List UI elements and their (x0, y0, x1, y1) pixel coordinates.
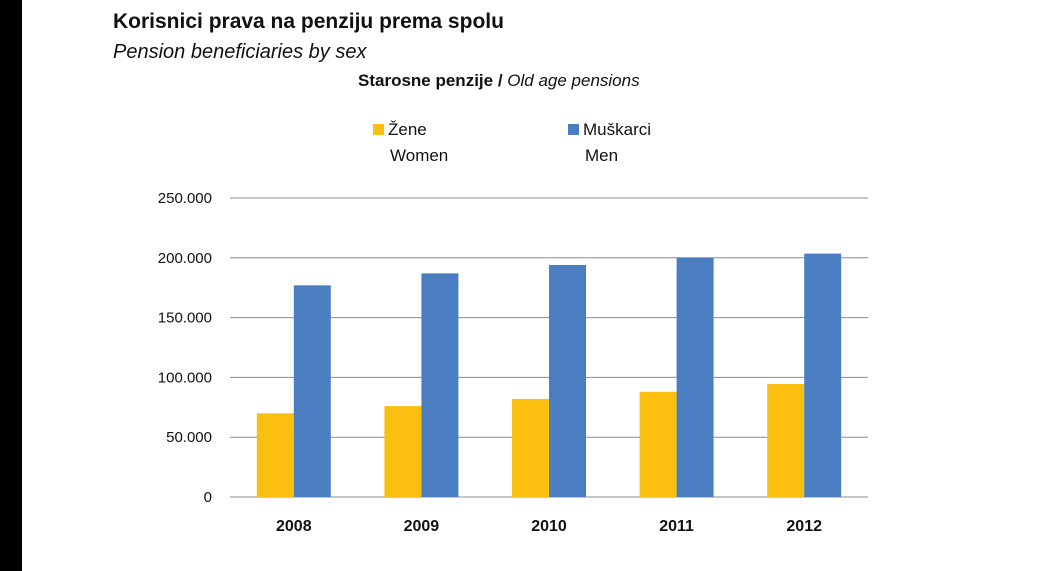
y-tick-label: 100.000 (158, 369, 212, 386)
legend-swatch-men (568, 124, 579, 135)
legend-entry-women: Žene Women (373, 117, 448, 169)
bar-men-2008 (293, 285, 331, 497)
legend-label-men-en: Men (585, 146, 619, 165)
left-edge-bar (0, 0, 22, 571)
legend-entry-men: Muškarci Men (568, 117, 651, 169)
chart-title: Starosne penzije / Old age pensions (358, 71, 640, 91)
bar-women-2011 (639, 391, 677, 497)
legend-label-men: Muškarci (583, 120, 652, 139)
x-tick-label: 2010 (531, 518, 567, 535)
page-title: Korisnici prava na penziju prema spolu (113, 10, 504, 33)
bar-women-2012 (767, 383, 805, 497)
bar-men-2009 (421, 273, 459, 497)
x-tick-label: 2009 (404, 518, 440, 535)
bar-women-2010 (512, 398, 549, 497)
y-tick-label: 150.000 (158, 310, 212, 327)
legend-label-women-en: Women (390, 146, 449, 165)
x-tick-label: 2012 (786, 518, 822, 535)
legend-label-women: Žene (388, 120, 427, 139)
chart-title-italic: Old age pensions (507, 71, 640, 90)
bar-women-2009 (384, 406, 422, 497)
bar-men-2012 (804, 253, 842, 497)
y-tick-label: 0 (204, 489, 212, 506)
chart-title-bold: Starosne penzije / (358, 71, 503, 90)
y-tick-label: 200.000 (158, 250, 212, 267)
x-tick-label: 2008 (276, 518, 312, 535)
y-tick-label: 250.000 (158, 190, 212, 207)
bar-women-2008 (256, 413, 294, 497)
legend-swatch-women (373, 124, 384, 135)
x-tick-label: 2011 (659, 518, 694, 535)
page-subtitle: Pension beneficiaries by sex (113, 41, 367, 63)
bar-men-2010 (549, 264, 586, 497)
y-tick-label: 50.000 (166, 429, 212, 446)
bar-men-2011 (676, 257, 714, 497)
